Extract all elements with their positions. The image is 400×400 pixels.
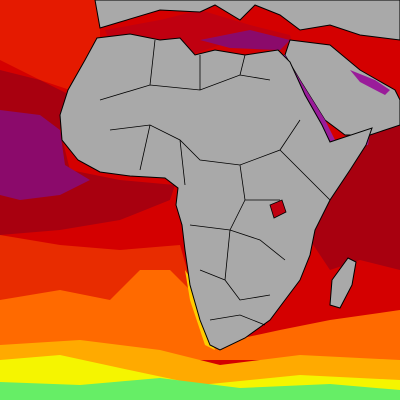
persian-gulf — [350, 70, 390, 95]
country-borders — [99, 39, 331, 326]
ocean-hottest-west — [0, 110, 90, 200]
mediterranean-east — [200, 30, 290, 50]
ocean-band-green — [0, 378, 400, 400]
ocean-hot-east — [310, 110, 400, 270]
lake-victoria — [269, 199, 287, 219]
ocean-band-orange — [0, 270, 400, 360]
europe — [94, 0, 400, 41]
africa — [59, 33, 373, 351]
ocean-warm-north — [0, 0, 100, 90]
madagascar — [329, 257, 357, 309]
